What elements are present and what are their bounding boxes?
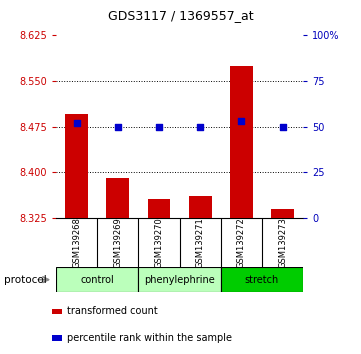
Bar (148, 199, 170, 218)
Point (156, 124, 162, 129)
Bar (189, 196, 212, 218)
Text: GSM139270: GSM139270 (155, 217, 164, 268)
Point (280, 124, 286, 129)
Text: phenylephrine: phenylephrine (144, 275, 215, 285)
Text: percentile rank within the sample: percentile rank within the sample (68, 333, 232, 343)
Bar (52, 335, 62, 341)
Point (197, 124, 203, 129)
Text: control: control (80, 275, 114, 285)
Bar (221, 267, 303, 292)
Text: protocol: protocol (4, 275, 46, 285)
Bar (52, 309, 62, 314)
Point (115, 124, 121, 129)
Text: GSM139271: GSM139271 (196, 217, 205, 268)
Point (239, 118, 244, 124)
Bar (230, 66, 253, 218)
Bar (138, 267, 221, 292)
Point (74, 120, 79, 126)
Bar (65, 114, 88, 218)
Bar (271, 209, 294, 218)
Text: GSM139273: GSM139273 (278, 217, 287, 268)
Bar (106, 178, 129, 218)
Text: GSM139272: GSM139272 (237, 217, 246, 268)
Text: GSM139268: GSM139268 (72, 217, 81, 268)
Bar (56, 267, 138, 292)
Text: GDS3117 / 1369557_at: GDS3117 / 1369557_at (108, 10, 253, 22)
Text: GSM139269: GSM139269 (113, 217, 122, 268)
Text: stretch: stretch (245, 275, 279, 285)
Text: transformed count: transformed count (68, 307, 158, 316)
